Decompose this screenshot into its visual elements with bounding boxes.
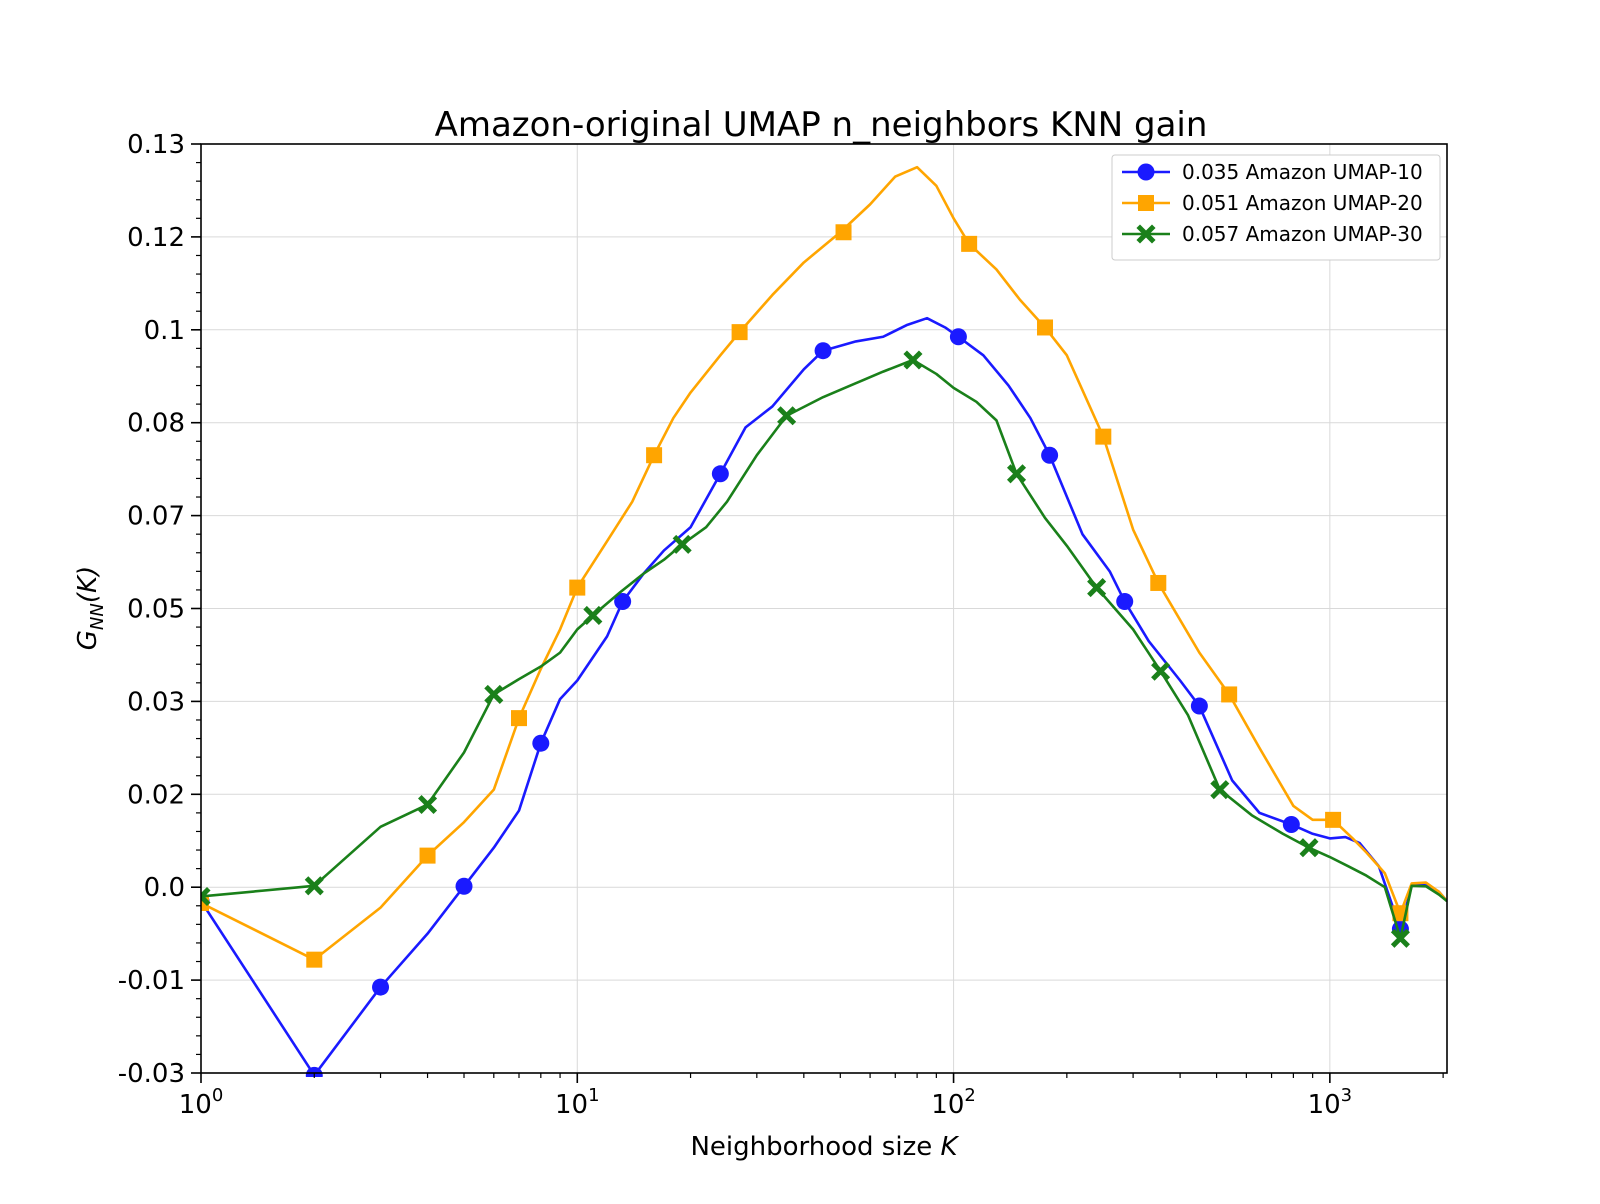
data-point-marker: [201, 886, 211, 907]
data-point-marker: [583, 605, 603, 626]
data-point-marker: [372, 978, 390, 996]
data-point-marker: [1041, 446, 1059, 464]
x-axis-label-text: Neighborhood size: [690, 1132, 940, 1162]
legend: 0.035 Amazon UMAP-10 0.051 Amazon UMAP-20…: [1111, 154, 1441, 261]
x-tick-label: 101: [555, 1085, 600, 1120]
series-line: [201, 358, 1447, 940]
data-point-marker: [1087, 578, 1107, 598]
legend-marker: [1138, 195, 1154, 211]
data-point-marker: [455, 877, 473, 895]
axis-ticks: 100 101 102 103-0.03-0.010.00.020.030.050.0…: [118, 130, 1444, 1120]
legend-marker: [1137, 163, 1155, 181]
data-point-marker: [903, 350, 923, 370]
data-point-marker: [510, 710, 527, 727]
legend-box: [1111, 154, 1441, 261]
data-point-marker: [731, 324, 748, 341]
x-tick-exponent: 2: [964, 1085, 975, 1106]
series-line: [201, 165, 1447, 961]
data-point-marker: [1116, 593, 1134, 611]
y-tick-label: 0.12: [127, 223, 185, 253]
grid: [200, 143, 1447, 1074]
legend-label: 0.035 Amazon UMAP-10: [1182, 160, 1423, 184]
series-group: [201, 165, 1447, 968]
data-point-marker: [419, 847, 436, 864]
series-layer: [201, 165, 1447, 1077]
x-tick-exponent: 0: [212, 1085, 223, 1106]
x-tick-base: 10: [1308, 1090, 1341, 1120]
data-point-marker: [711, 465, 729, 483]
data-point-marker: [305, 1066, 323, 1077]
data-point-marker: [306, 951, 323, 968]
data-point-marker: [672, 534, 692, 554]
x-tick-label: 103: [1308, 1085, 1353, 1120]
y-tick-label: 0.08: [127, 409, 185, 439]
x-tick-exponent: 1: [588, 1085, 599, 1106]
data-point-marker: [1151, 661, 1171, 681]
y-tick-label: 0.02: [127, 780, 185, 810]
y-axis-label-sub: NN: [87, 603, 108, 630]
data-point-marker: [1006, 464, 1027, 484]
data-point-marker: [961, 235, 978, 252]
data-point-marker: [484, 684, 504, 704]
x-tick-exponent: 3: [1341, 1085, 1352, 1106]
data-point-marker: [1299, 838, 1319, 858]
y-tick-label: 0.05: [127, 595, 185, 625]
data-point-marker: [1150, 574, 1167, 591]
series-line: [201, 316, 1447, 1077]
data-point-marker: [418, 794, 438, 815]
data-point-marker: [1037, 319, 1054, 336]
data-point-marker: [304, 876, 324, 896]
legend-marker: [1136, 224, 1156, 244]
series-group: [201, 350, 1447, 948]
y-tick-label: 0.1: [144, 316, 185, 346]
legend-label: 0.057 Amazon UMAP-30: [1182, 222, 1423, 246]
y-axis-label: GNN(K): [73, 566, 108, 650]
data-point-marker: [777, 406, 797, 426]
x-tick-base: 10: [931, 1090, 964, 1120]
x-tick-base: 10: [179, 1090, 212, 1120]
x-axis-label: Neighborhood size K: [690, 1132, 959, 1162]
chart-title: Amazon-original UMAP n_neighbors KNN gai…: [435, 105, 1208, 145]
data-point-marker: [1221, 686, 1238, 703]
x-axis-label-var: K: [940, 1132, 959, 1162]
y-tick-label: -0.03: [118, 1059, 185, 1089]
data-point-marker: [1210, 780, 1230, 800]
y-tick-label: 0.03: [127, 687, 185, 717]
data-point-marker: [1390, 928, 1410, 948]
data-point-marker: [835, 224, 852, 241]
y-tick-label: 0.0: [144, 873, 185, 903]
data-point-marker: [532, 734, 550, 752]
legend-label: 0.051 Amazon UMAP-20: [1182, 191, 1423, 215]
y-tick-label: 0.07: [127, 502, 185, 532]
data-point-marker: [1325, 811, 1342, 828]
data-point-marker: [646, 447, 663, 464]
y-tick-label: 0.13: [127, 130, 185, 160]
x-tick-base: 10: [555, 1090, 588, 1120]
y-axis-label-base: G: [73, 630, 103, 650]
data-point-marker: [569, 579, 586, 596]
x-tick-label: 102: [931, 1085, 976, 1120]
y-axis-label-arg: (K): [73, 566, 103, 603]
y-tick-label: -0.01: [118, 966, 185, 996]
data-point-marker: [949, 328, 967, 346]
data-point-marker: [1095, 428, 1112, 445]
data-point-marker: [1282, 815, 1300, 833]
x-tick-label: 100: [179, 1085, 224, 1120]
data-point-marker: [614, 593, 632, 611]
data-point-marker: [1190, 697, 1208, 715]
data-point-marker: [814, 342, 832, 360]
